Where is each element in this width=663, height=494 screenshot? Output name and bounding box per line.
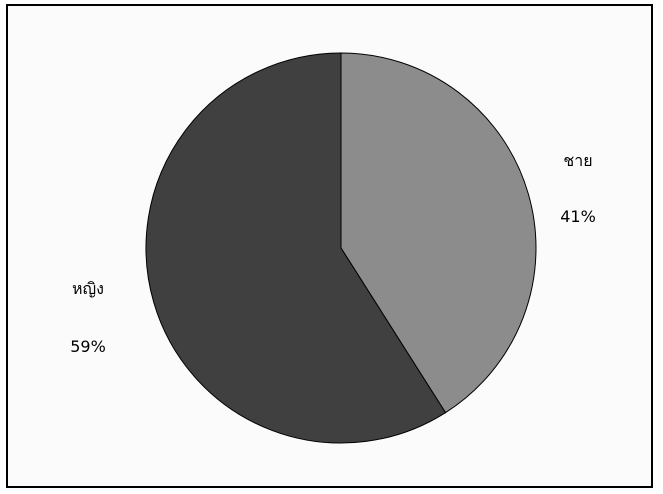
slice-label-2: หญิง (72, 279, 104, 298)
slice-value-label-1: 41% (560, 207, 596, 226)
pie-labels: ชาย 41% หญิง 59% (70, 151, 596, 356)
pie-slice-1 (340, 52, 537, 414)
pie-slice-2 (145, 52, 447, 444)
pie-slices (145, 52, 537, 444)
slice-label-1: ชาย (563, 151, 592, 170)
slice-value-label-2: 59% (70, 337, 106, 356)
